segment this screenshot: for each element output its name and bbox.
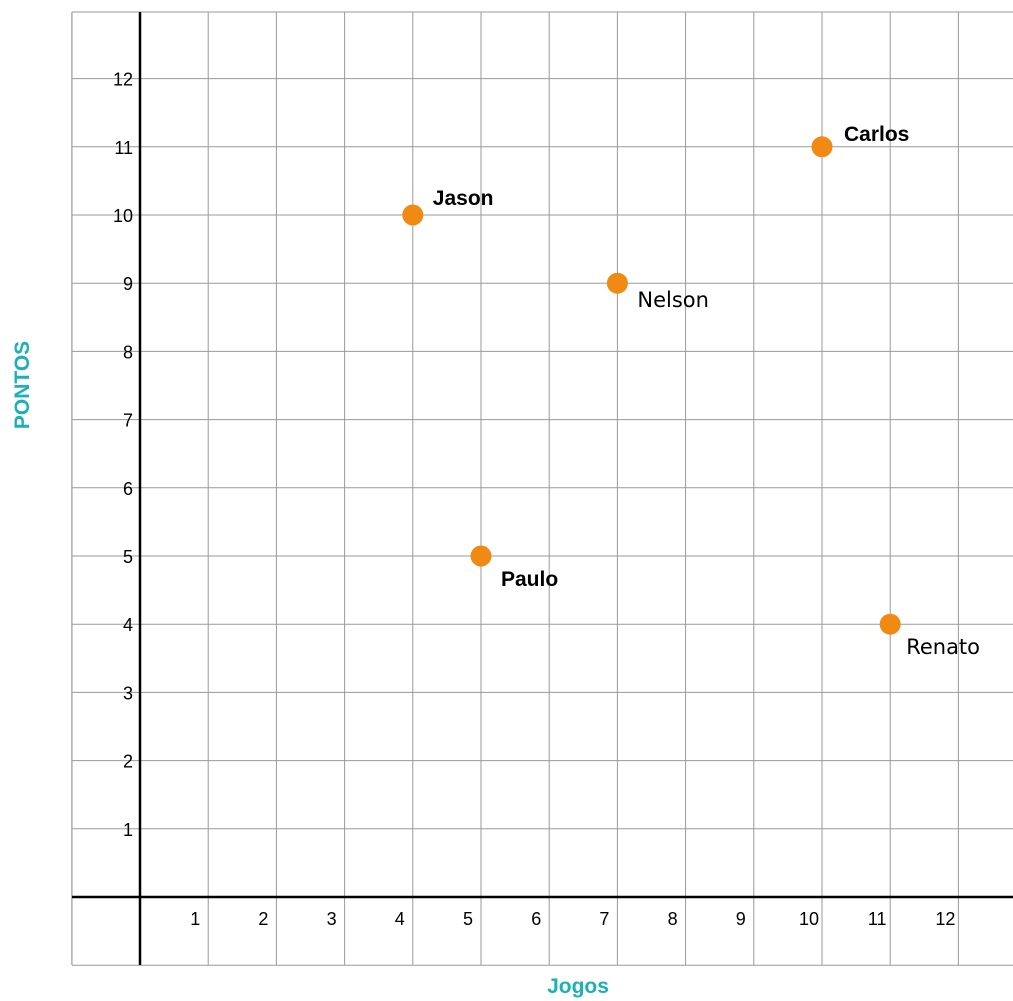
point-label: Jason — [433, 187, 494, 210]
y-tick-label: 12 — [113, 70, 133, 90]
x-tick-label: 7 — [599, 909, 609, 929]
data-point — [402, 204, 424, 226]
y-tick-label: 11 — [114, 138, 133, 158]
data-points — [402, 136, 901, 635]
y-tick-label: 9 — [123, 274, 133, 294]
x-axis-title: Jogos — [547, 975, 609, 998]
x-tick-label: 6 — [531, 909, 541, 929]
x-tick-label: 11 — [868, 909, 887, 929]
data-point — [811, 136, 833, 158]
y-tick-label: 8 — [123, 342, 133, 362]
x-tick-label: 5 — [463, 909, 473, 929]
y-tick-label: 2 — [123, 752, 133, 772]
y-tick-label: 5 — [123, 547, 133, 567]
point-label: Paulo — [501, 568, 558, 591]
y-tick-label: 6 — [123, 479, 133, 499]
x-tick-label: 4 — [395, 909, 405, 929]
point-labels: Jason Carlos Nelson Paulo Renato — [433, 123, 980, 659]
x-tick-label: 8 — [668, 909, 678, 929]
y-tick-label: 10 — [113, 206, 133, 226]
y-tick-label: 4 — [123, 615, 133, 635]
y-tick-label: 1 — [123, 820, 133, 840]
y-tick-label: 7 — [123, 411, 133, 431]
y-tick-label: 3 — [123, 683, 133, 703]
grid — [71, 11, 1013, 966]
x-tick-label: 2 — [258, 909, 268, 929]
x-tick-label: 3 — [327, 909, 337, 929]
axes — [72, 12, 1013, 965]
x-tick-label: 10 — [799, 909, 819, 929]
data-point — [470, 545, 492, 567]
x-tick-label: 12 — [935, 909, 955, 929]
y-axis-title: PONTOS — [11, 341, 34, 429]
point-label: Renato — [906, 635, 980, 659]
x-tick-label: 9 — [736, 909, 746, 929]
point-label: Nelson — [637, 288, 709, 312]
x-tick-label: 1 — [190, 909, 200, 929]
point-label: Carlos — [844, 123, 909, 146]
data-point — [606, 272, 628, 294]
data-point — [879, 613, 901, 635]
